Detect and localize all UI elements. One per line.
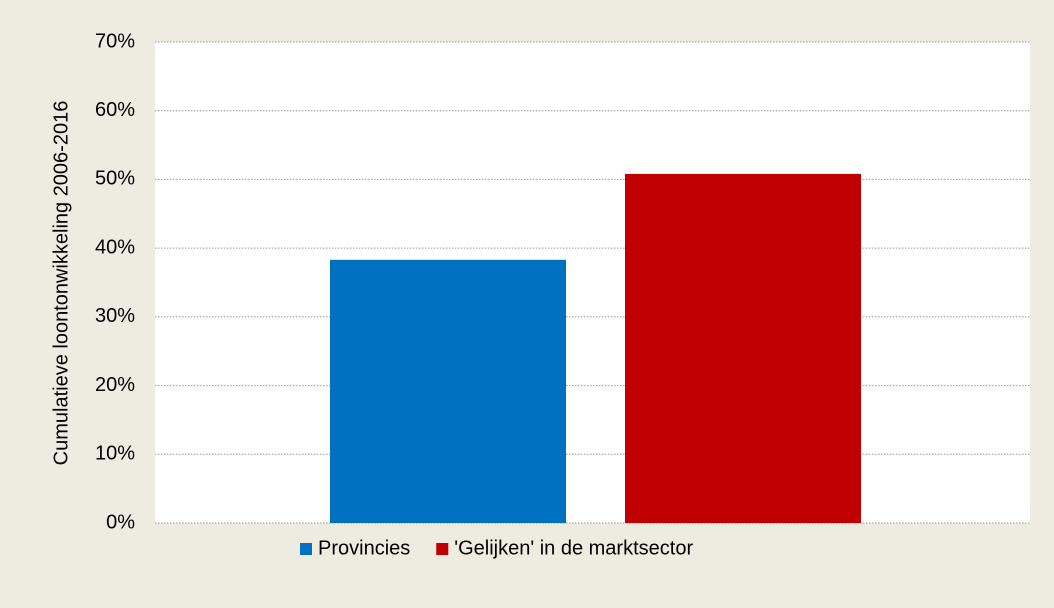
y-tick-label: 50% (95, 168, 135, 190)
legend-swatch (436, 543, 449, 555)
plot-area (155, 42, 1030, 523)
y-tick-label: 10% (95, 443, 135, 465)
y-tick-label: 20% (95, 374, 135, 396)
y-tick-label: 40% (95, 236, 135, 258)
y-tick-label: 70% (95, 30, 135, 52)
legend-label: 'Gelijken' in de marktsector (454, 537, 693, 559)
y-axis-label: Cumulatieve loontonwikkeling 2006-2016 (50, 101, 72, 466)
y-tick-label: 30% (95, 305, 135, 327)
bar (330, 259, 566, 523)
y-tick-label: 60% (95, 99, 135, 121)
bar (625, 173, 861, 523)
legend-swatch (300, 543, 312, 555)
y-tick-label: 0% (106, 511, 135, 533)
legend-label: Provincies (318, 537, 410, 559)
